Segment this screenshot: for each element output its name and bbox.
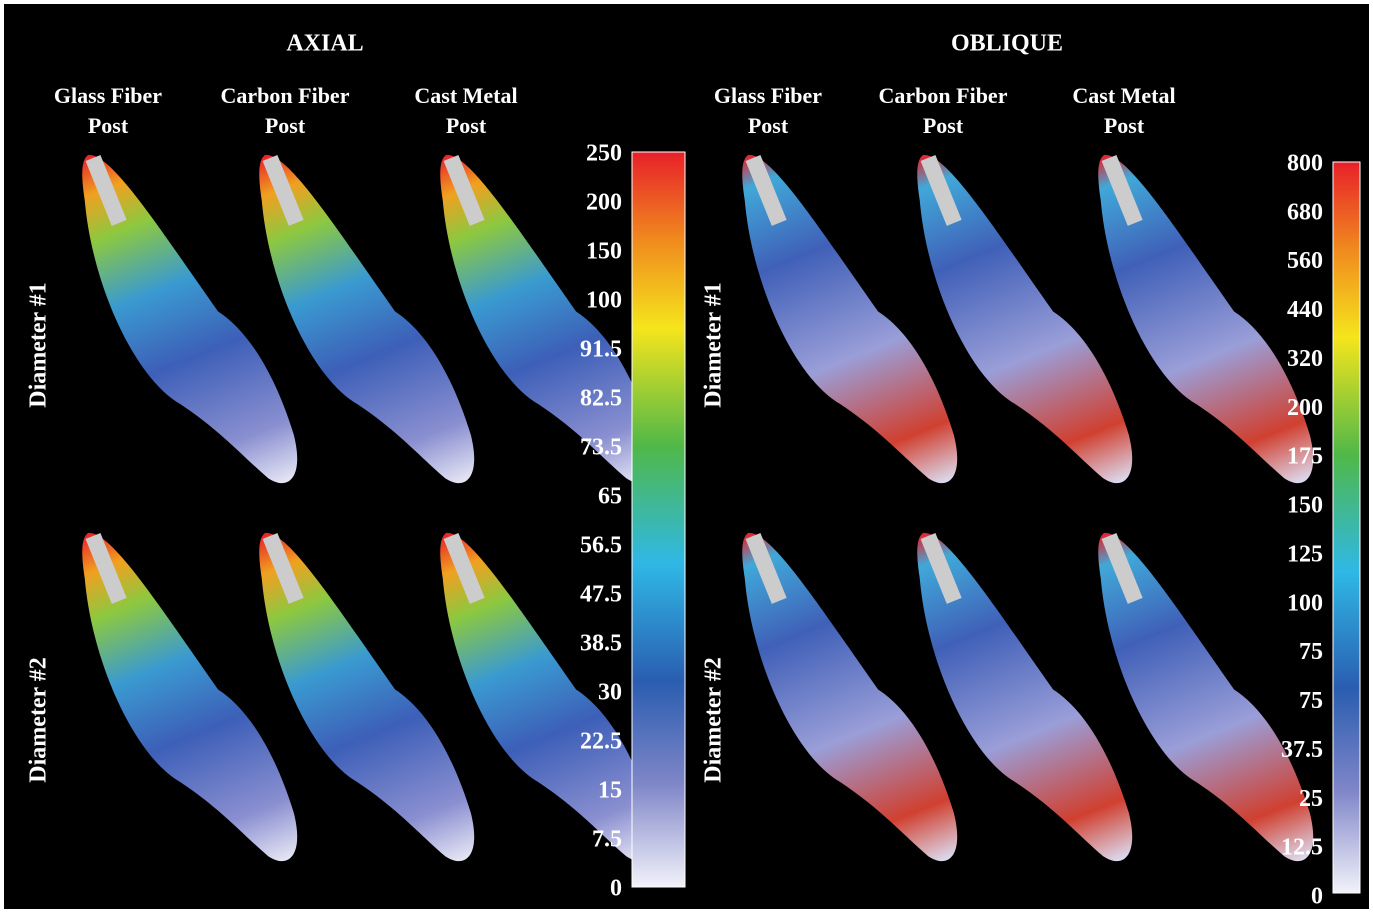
scale-label: 65	[598, 484, 622, 510]
scale-label: 150	[1287, 493, 1323, 519]
scale-label: 25	[1299, 786, 1323, 812]
scale-label: 100	[586, 288, 622, 314]
scale-label: 440	[1287, 297, 1323, 323]
scale-label: 100	[1287, 590, 1323, 616]
row-label: Diameter #2	[701, 657, 727, 783]
scale-label: 175	[1287, 444, 1323, 470]
color-bar	[632, 152, 685, 887]
column-label: Cast Metal	[1072, 83, 1175, 108]
scale-label: 75	[1299, 639, 1323, 665]
row-label: Diameter #1	[26, 282, 52, 408]
scale-label: 37.5	[1281, 737, 1323, 763]
color-bar	[1333, 162, 1360, 893]
column-label: Post	[265, 113, 306, 138]
scale-label: 38.5	[580, 631, 622, 657]
scale-label: 82.5	[580, 386, 622, 412]
scale-label: 73.5	[580, 435, 622, 461]
column-label: Carbon Fiber	[221, 83, 350, 108]
scale-label: 125	[1287, 541, 1323, 567]
scale-label: 47.5	[580, 582, 622, 608]
scale-label: 7.5	[592, 827, 622, 853]
column-label: Post	[923, 113, 964, 138]
scale-label: 320	[1287, 346, 1323, 372]
column-label: Carbon Fiber	[879, 83, 1008, 108]
scale-label: 150	[586, 239, 622, 265]
scale-label: 0	[610, 876, 622, 902]
scale-label: 30	[598, 680, 622, 706]
scale-label: 200	[1287, 395, 1323, 421]
column-label: Post	[748, 113, 789, 138]
scale-label: 22.5	[580, 729, 622, 755]
figure: AXIAL Glass Fiber Post Carbon Fiber Post Cast…	[0, 0, 1373, 913]
row-label: Diameter #1	[701, 282, 727, 408]
scale-label: 800	[1287, 151, 1323, 177]
column-label: Cast Metal	[414, 83, 517, 108]
panel-title: AXIAL	[286, 31, 363, 57]
scale-label: 12.5	[1281, 835, 1323, 861]
scale-label: 75	[1299, 688, 1323, 714]
row-label: Diameter #2	[26, 657, 52, 783]
panel-title: OBLIQUE	[951, 31, 1063, 57]
column-label: Post	[1104, 113, 1145, 138]
column-label: Glass Fiber	[54, 83, 162, 108]
scale-label: 0	[1311, 884, 1323, 910]
scale-label: 91.5	[580, 337, 622, 363]
column-label: Glass Fiber	[714, 83, 822, 108]
scale-label: 200	[586, 190, 622, 216]
column-label: Post	[446, 113, 487, 138]
scale-label: 560	[1287, 248, 1323, 274]
scale-label: 56.5	[580, 533, 622, 559]
scale-label: 680	[1287, 199, 1323, 225]
column-label: Post	[88, 113, 129, 138]
scale-label: 250	[586, 141, 622, 167]
scale-label: 15	[598, 778, 622, 804]
